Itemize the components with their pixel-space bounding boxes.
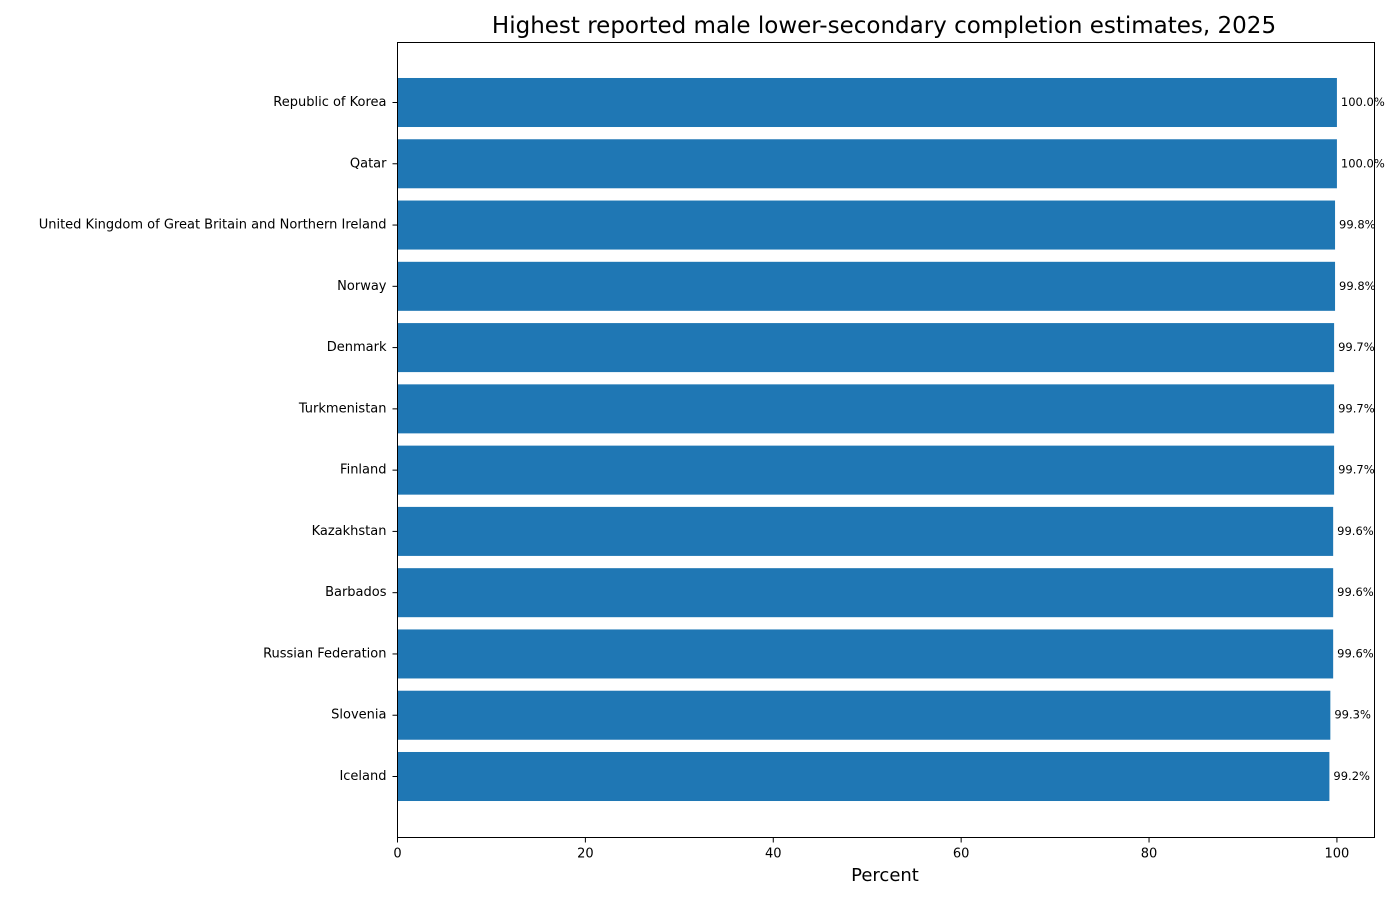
bar (397, 506, 1334, 556)
y-tick-label: Qatar (350, 156, 387, 171)
bar-value-label: 100.0% (1341, 156, 1385, 170)
y-tick-label: Republic of Korea (273, 95, 386, 110)
bar (397, 445, 1335, 495)
bar-value-label: 99.7% (1338, 463, 1375, 477)
bar (397, 568, 1334, 618)
bar-value-label: 99.6% (1337, 524, 1374, 538)
x-tick-label: 60 (953, 847, 970, 862)
bar-value-label: 100.0% (1341, 95, 1385, 109)
bar-value-label: 99.7% (1338, 401, 1375, 415)
bar-value-label: 99.7% (1338, 340, 1375, 354)
bar-value-label: 99.2% (1333, 769, 1370, 783)
y-tick-label: Kazakhstan (312, 524, 387, 539)
bar (397, 139, 1337, 189)
chart-title: Highest reported male lower-secondary co… (492, 13, 1276, 39)
x-axis-label: Percent (851, 865, 919, 886)
bar (397, 200, 1336, 250)
x-axis-ticks: 0 20 40 60 80 100 (393, 837, 1350, 862)
y-tick-label: United Kingdom of Great Britain and Nort… (39, 218, 387, 233)
x-tick-label: 0 (393, 847, 401, 862)
x-tick-label: 20 (577, 847, 594, 862)
bar (397, 629, 1334, 679)
y-axis-ticks: Republic of Korea Qatar United Kingdom of … (39, 95, 398, 784)
y-tick-label: Iceland (339, 769, 386, 784)
bar (397, 261, 1336, 311)
y-tick-label: Denmark (327, 340, 387, 355)
y-tick-label: Norway (337, 279, 387, 294)
bar (397, 77, 1337, 128)
bar-value-label: 99.8% (1339, 279, 1376, 293)
x-tick-label: 80 (1141, 847, 1158, 862)
data-labels-layer: 100.0% 100.0% 99.8% 99.8% 99.7% 99.7% 99.7% 99.… (1333, 95, 1384, 783)
y-tick-label: Russian Federation (263, 646, 386, 661)
bar-value-label: 99.6% (1337, 646, 1374, 660)
bar (397, 690, 1331, 740)
x-tick-label: 100 (1325, 847, 1350, 862)
bar (397, 384, 1335, 434)
plot-area-frame (397, 42, 1375, 838)
y-tick-label: Barbados (325, 585, 387, 600)
bar-value-label: 99.3% (1334, 708, 1371, 722)
bar (397, 323, 1335, 373)
y-tick-label: Turkmenistan (298, 401, 387, 416)
bars-layer (397, 77, 1337, 802)
y-tick-label: Slovenia (331, 708, 386, 723)
bar-value-label: 99.6% (1337, 585, 1374, 599)
y-tick-label: Finland (340, 463, 386, 478)
bar-value-label: 99.8% (1339, 218, 1376, 232)
x-tick-label: 40 (765, 847, 782, 862)
bar (397, 751, 1330, 802)
